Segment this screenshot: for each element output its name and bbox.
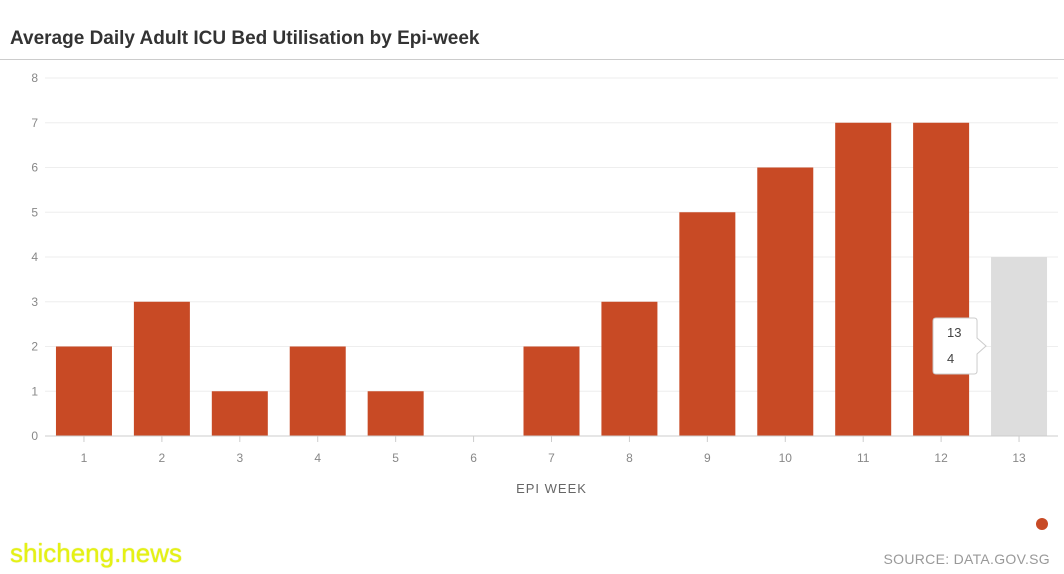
y-tick-label: 7 bbox=[31, 116, 38, 130]
source-label: SOURCE: DATA.GOV.SG bbox=[883, 551, 1050, 567]
bar-week-13[interactable] bbox=[991, 257, 1048, 436]
watermark-text: shicheng.news bbox=[10, 538, 182, 568]
title-divider bbox=[0, 59, 1064, 60]
x-tick-label: 2 bbox=[159, 451, 166, 465]
bar-week-9[interactable] bbox=[679, 212, 736, 436]
legend-marker[interactable] bbox=[1036, 518, 1048, 530]
bar-week-5[interactable] bbox=[367, 391, 424, 436]
x-tick-label: 6 bbox=[470, 451, 477, 465]
y-tick-label: 6 bbox=[31, 161, 38, 175]
y-tick-label: 0 bbox=[31, 429, 38, 443]
tooltip-box bbox=[932, 317, 987, 375]
y-tick-label: 5 bbox=[31, 205, 38, 219]
bar-week-3[interactable] bbox=[211, 391, 268, 436]
y-tick-label: 4 bbox=[31, 250, 38, 264]
tooltip: 13 4 bbox=[932, 317, 987, 375]
x-tick-label: 7 bbox=[548, 451, 555, 465]
y-tick-label: 1 bbox=[31, 384, 38, 398]
y-tick-label: 8 bbox=[31, 71, 38, 85]
bar-week-12[interactable] bbox=[913, 122, 970, 436]
tooltip-value: 4 bbox=[947, 351, 954, 366]
y-tick-label: 3 bbox=[31, 295, 38, 309]
x-tick-label: 1 bbox=[81, 451, 88, 465]
bar-week-7[interactable] bbox=[523, 346, 580, 437]
x-tick-label: 12 bbox=[934, 451, 948, 465]
x-tick-label: 3 bbox=[236, 451, 243, 465]
tooltip-category: 13 bbox=[947, 325, 961, 340]
x-tick-label: 9 bbox=[704, 451, 711, 465]
x-tick-label: 5 bbox=[392, 451, 399, 465]
x-tick-label: 13 bbox=[1012, 451, 1026, 465]
x-tick-label: 11 bbox=[857, 451, 870, 465]
bar-week-10[interactable] bbox=[757, 167, 814, 437]
bar-week-8[interactable] bbox=[601, 301, 658, 436]
x-axis-title: EPI WEEK bbox=[516, 481, 587, 496]
chart-title: Average Daily Adult ICU Bed Utilisation … bbox=[10, 28, 480, 49]
bar-week-11[interactable] bbox=[835, 122, 892, 436]
bar-week-2[interactable] bbox=[133, 301, 190, 436]
bar-week-1[interactable] bbox=[55, 346, 112, 437]
x-tick-label: 10 bbox=[779, 451, 793, 465]
x-tick-label: 4 bbox=[314, 451, 321, 465]
x-tick-label: 8 bbox=[626, 451, 633, 465]
y-tick-label: 2 bbox=[31, 340, 38, 354]
bar-week-4[interactable] bbox=[289, 346, 346, 437]
